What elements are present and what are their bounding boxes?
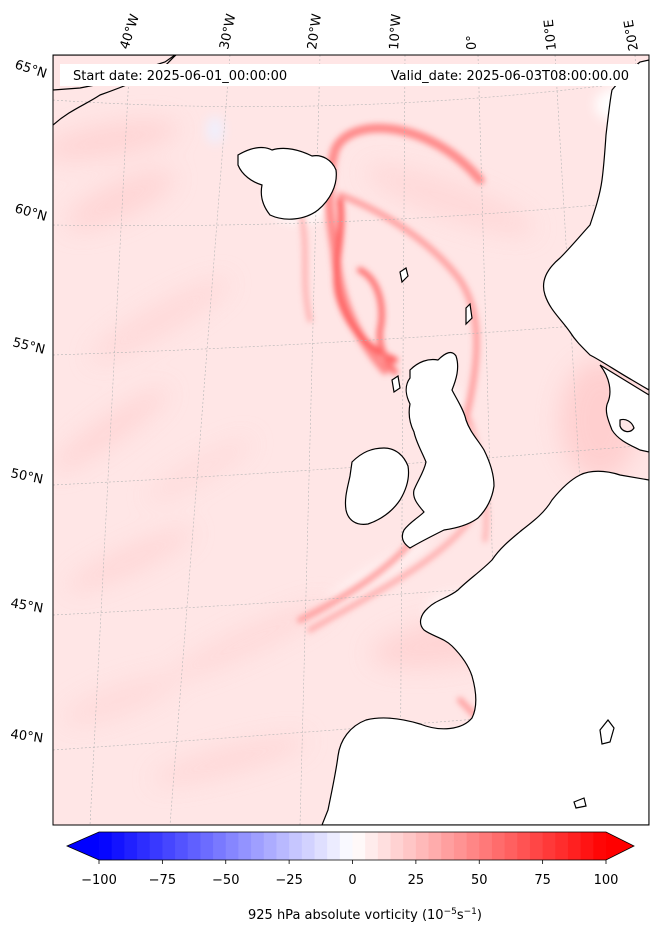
colorbar-bin [555, 832, 569, 860]
lat-label: 50°N [9, 466, 44, 487]
lon-label: 20°E [622, 19, 642, 52]
colorbar-bin [314, 832, 328, 860]
colorbar-ticks: −100 −75 −50 −25 0 25 50 75 100 [81, 860, 618, 888]
colorbar-bin [263, 832, 278, 860]
colorbar-bin [162, 832, 176, 860]
colorbar-bin [403, 832, 417, 860]
lon-label: 10°W [387, 13, 404, 50]
colorbar-bin [390, 832, 404, 860]
colorbar-bin [99, 832, 113, 860]
lon-label: 30°W [217, 12, 239, 50]
colorbar-title: 925 hPa absolute vorticity (10−5s−1) [248, 907, 482, 923]
colorbar-extend-high [606, 832, 634, 860]
colorbar-bin [441, 832, 455, 860]
colorbar-bin [200, 832, 214, 860]
colorbar-bin [301, 832, 316, 860]
colorbar-tick-label: −100 [81, 873, 117, 888]
colorbar-bin [428, 832, 442, 860]
start-date-label: Start date: 2025-06-01_00:00:00 [73, 69, 287, 84]
colorbar-bin [529, 832, 544, 860]
colorbar-bin [365, 832, 379, 860]
colorbar-bin [149, 832, 163, 860]
colorbar-bin [504, 832, 518, 860]
colorbar-bin [251, 832, 265, 860]
colorbar-bin [187, 832, 202, 860]
colorbar-tick-label: 25 [408, 873, 425, 888]
colorbar-bin [175, 832, 189, 860]
colorbar-bin [276, 832, 290, 860]
lon-label: 10°E [542, 18, 560, 51]
colorbar-bin [466, 832, 480, 860]
lon-label: 0° [465, 35, 480, 50]
colorbar-bin [593, 832, 607, 860]
colorbar-tick-label: −75 [149, 873, 176, 888]
colorbar-tick-label: 0 [348, 873, 356, 888]
colorbar-bin [124, 832, 138, 860]
header-strip [60, 64, 638, 86]
lon-label: 20°W [305, 13, 325, 51]
colorbar-extend-low [67, 832, 99, 860]
colorbar-bin [415, 832, 430, 860]
lon-label: 40°W [118, 12, 143, 51]
colorbar-bin [491, 832, 506, 860]
lat-label: 60°N [13, 201, 49, 224]
lon-labels: 40°W 30°W 20°W 10°W 0° 10°E 20°E [118, 12, 642, 52]
colorbar-bin [352, 832, 366, 860]
colorbar-bin [567, 832, 582, 860]
colorbar-bin [517, 832, 531, 860]
lat-labels: 65°N 60°N 55°N 50°N 45°N 40°N [9, 58, 48, 747]
colorbar-tick-label: −50 [212, 873, 239, 888]
colorbar-bin [137, 832, 151, 860]
colorbar-tick-label: 100 [594, 873, 619, 888]
colorbar-bin [327, 832, 341, 860]
lat-label: 40°N [9, 727, 44, 746]
colorbar-tick-label: 75 [534, 873, 551, 888]
colorbar-bin [580, 832, 594, 860]
vorticity-field [53, 55, 649, 825]
colorbar-bin [479, 832, 493, 860]
map-frame [52, 54, 650, 826]
colorbar-bin [289, 832, 303, 860]
lat-label: 65°N [13, 58, 49, 82]
colorbar-tick-label: 50 [471, 873, 488, 888]
coastlines [53, 55, 649, 825]
colorbar-bin [213, 832, 227, 860]
colorbar [66, 831, 635, 861]
lat-label: 45°N [9, 596, 44, 616]
valid-date-label: Valid_date: 2025-06-03T08:00:00.00 [391, 69, 629, 84]
colorbar-tick-label: −25 [275, 873, 302, 888]
colorbar-bin [111, 832, 125, 860]
colorbar-bin [225, 832, 240, 860]
colorbar-bin [238, 832, 252, 860]
colorbar-bin [453, 832, 468, 860]
lat-label: 55°N [11, 335, 46, 357]
colorbar-bin [339, 832, 354, 860]
colorbar-bin [377, 832, 392, 860]
colorbar-bin [542, 832, 556, 860]
